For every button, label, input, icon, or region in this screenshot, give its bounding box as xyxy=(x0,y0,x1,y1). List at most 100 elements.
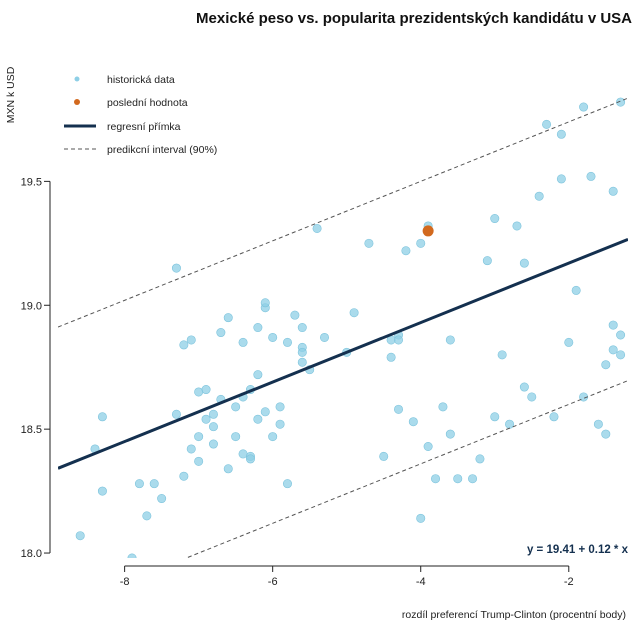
x-axis-label: rozdíl preferencí Trump-Clinton (procent… xyxy=(402,609,626,621)
data-point xyxy=(157,494,167,504)
chart-title: Mexické peso vs. popularita prezidentský… xyxy=(196,10,632,27)
data-point xyxy=(482,256,492,266)
data-point xyxy=(297,347,307,357)
data-point xyxy=(268,332,278,342)
last-value-point xyxy=(422,225,434,237)
data-point xyxy=(616,350,626,360)
prediction-interval-lower xyxy=(184,380,628,558)
data-point xyxy=(608,345,618,355)
legend-historical-label: historická data xyxy=(107,74,175,86)
data-point xyxy=(416,238,426,248)
data-point xyxy=(223,313,233,323)
data-point xyxy=(616,330,626,340)
data-point xyxy=(208,409,218,419)
data-point xyxy=(593,419,603,429)
data-point xyxy=(282,479,292,489)
data-point xyxy=(490,214,500,224)
data-point xyxy=(319,332,329,342)
data-point xyxy=(616,97,626,107)
data-point xyxy=(512,221,522,231)
data-point xyxy=(534,191,544,201)
data-point xyxy=(586,171,596,181)
data-point xyxy=(579,102,589,112)
data-point xyxy=(171,409,181,419)
data-point xyxy=(194,456,204,466)
legend-historical-marker xyxy=(74,76,80,82)
data-point xyxy=(490,412,500,422)
data-point xyxy=(564,337,574,347)
data-point xyxy=(171,263,181,273)
data-point xyxy=(194,432,204,442)
data-point xyxy=(297,323,307,333)
data-point xyxy=(453,474,463,484)
plot-area: 18.0 18.5 19.0 19.5 -8 -6 -4 -2 xyxy=(21,97,628,588)
data-point xyxy=(245,454,255,464)
regression-equation: y = 19.41 + 0.12 * x xyxy=(527,544,629,556)
data-point xyxy=(268,432,278,442)
data-point xyxy=(260,298,270,308)
data-point xyxy=(282,337,292,347)
data-point xyxy=(394,404,404,414)
data-point xyxy=(431,474,441,484)
data-point xyxy=(216,328,226,338)
data-point xyxy=(253,414,263,424)
data-point xyxy=(208,422,218,432)
data-point xyxy=(231,402,241,412)
data-point xyxy=(134,479,144,489)
data-region xyxy=(58,97,628,558)
data-point xyxy=(549,412,559,422)
data-point xyxy=(438,402,448,412)
x-tick-label: -2 xyxy=(564,576,574,588)
data-point xyxy=(208,439,218,449)
legend-last-value-marker xyxy=(74,99,80,105)
data-point xyxy=(364,238,374,248)
legend-regression-label: regresní přímka xyxy=(107,121,181,133)
data-point xyxy=(260,407,270,417)
y-tick-label: 19.0 xyxy=(21,300,42,312)
regression-line xyxy=(58,237,628,470)
data-point xyxy=(297,357,307,367)
x-tick-label: -8 xyxy=(120,576,130,588)
data-point xyxy=(201,414,211,424)
data-point xyxy=(201,385,211,395)
data-point xyxy=(601,429,611,439)
data-point xyxy=(497,350,507,360)
data-point xyxy=(519,382,529,392)
data-point xyxy=(601,360,611,370)
y-tick-label: 18.5 xyxy=(21,424,42,436)
data-point xyxy=(394,335,404,345)
data-point xyxy=(179,471,189,481)
data-point xyxy=(97,486,107,496)
data-point xyxy=(186,444,196,454)
data-point xyxy=(475,454,485,464)
data-point xyxy=(275,419,285,429)
data-point xyxy=(231,432,241,442)
x-tick-label: -4 xyxy=(416,576,426,588)
data-point xyxy=(556,129,566,139)
data-point xyxy=(127,553,137,558)
data-point xyxy=(238,337,248,347)
data-point xyxy=(505,419,515,429)
data-point xyxy=(542,119,552,129)
data-point xyxy=(149,479,159,489)
data-point xyxy=(186,335,196,345)
data-point xyxy=(349,308,359,318)
data-point xyxy=(608,320,618,330)
data-point xyxy=(571,285,581,295)
data-point xyxy=(142,511,152,521)
data-point xyxy=(445,335,455,345)
data-point xyxy=(416,513,426,523)
y-axis-label: MXN k USD xyxy=(5,66,17,123)
data-point xyxy=(401,246,411,256)
data-point xyxy=(179,340,189,350)
data-point xyxy=(253,370,263,380)
data-point xyxy=(527,392,537,402)
data-point xyxy=(608,186,618,196)
data-point xyxy=(253,323,263,333)
data-point xyxy=(312,223,322,233)
y-tick-label: 18.0 xyxy=(21,548,42,560)
legend-interval-label: predikcní interval (90%) xyxy=(107,144,217,156)
data-point xyxy=(275,402,285,412)
legend: historická data poslední hodnota regresn… xyxy=(64,74,217,156)
